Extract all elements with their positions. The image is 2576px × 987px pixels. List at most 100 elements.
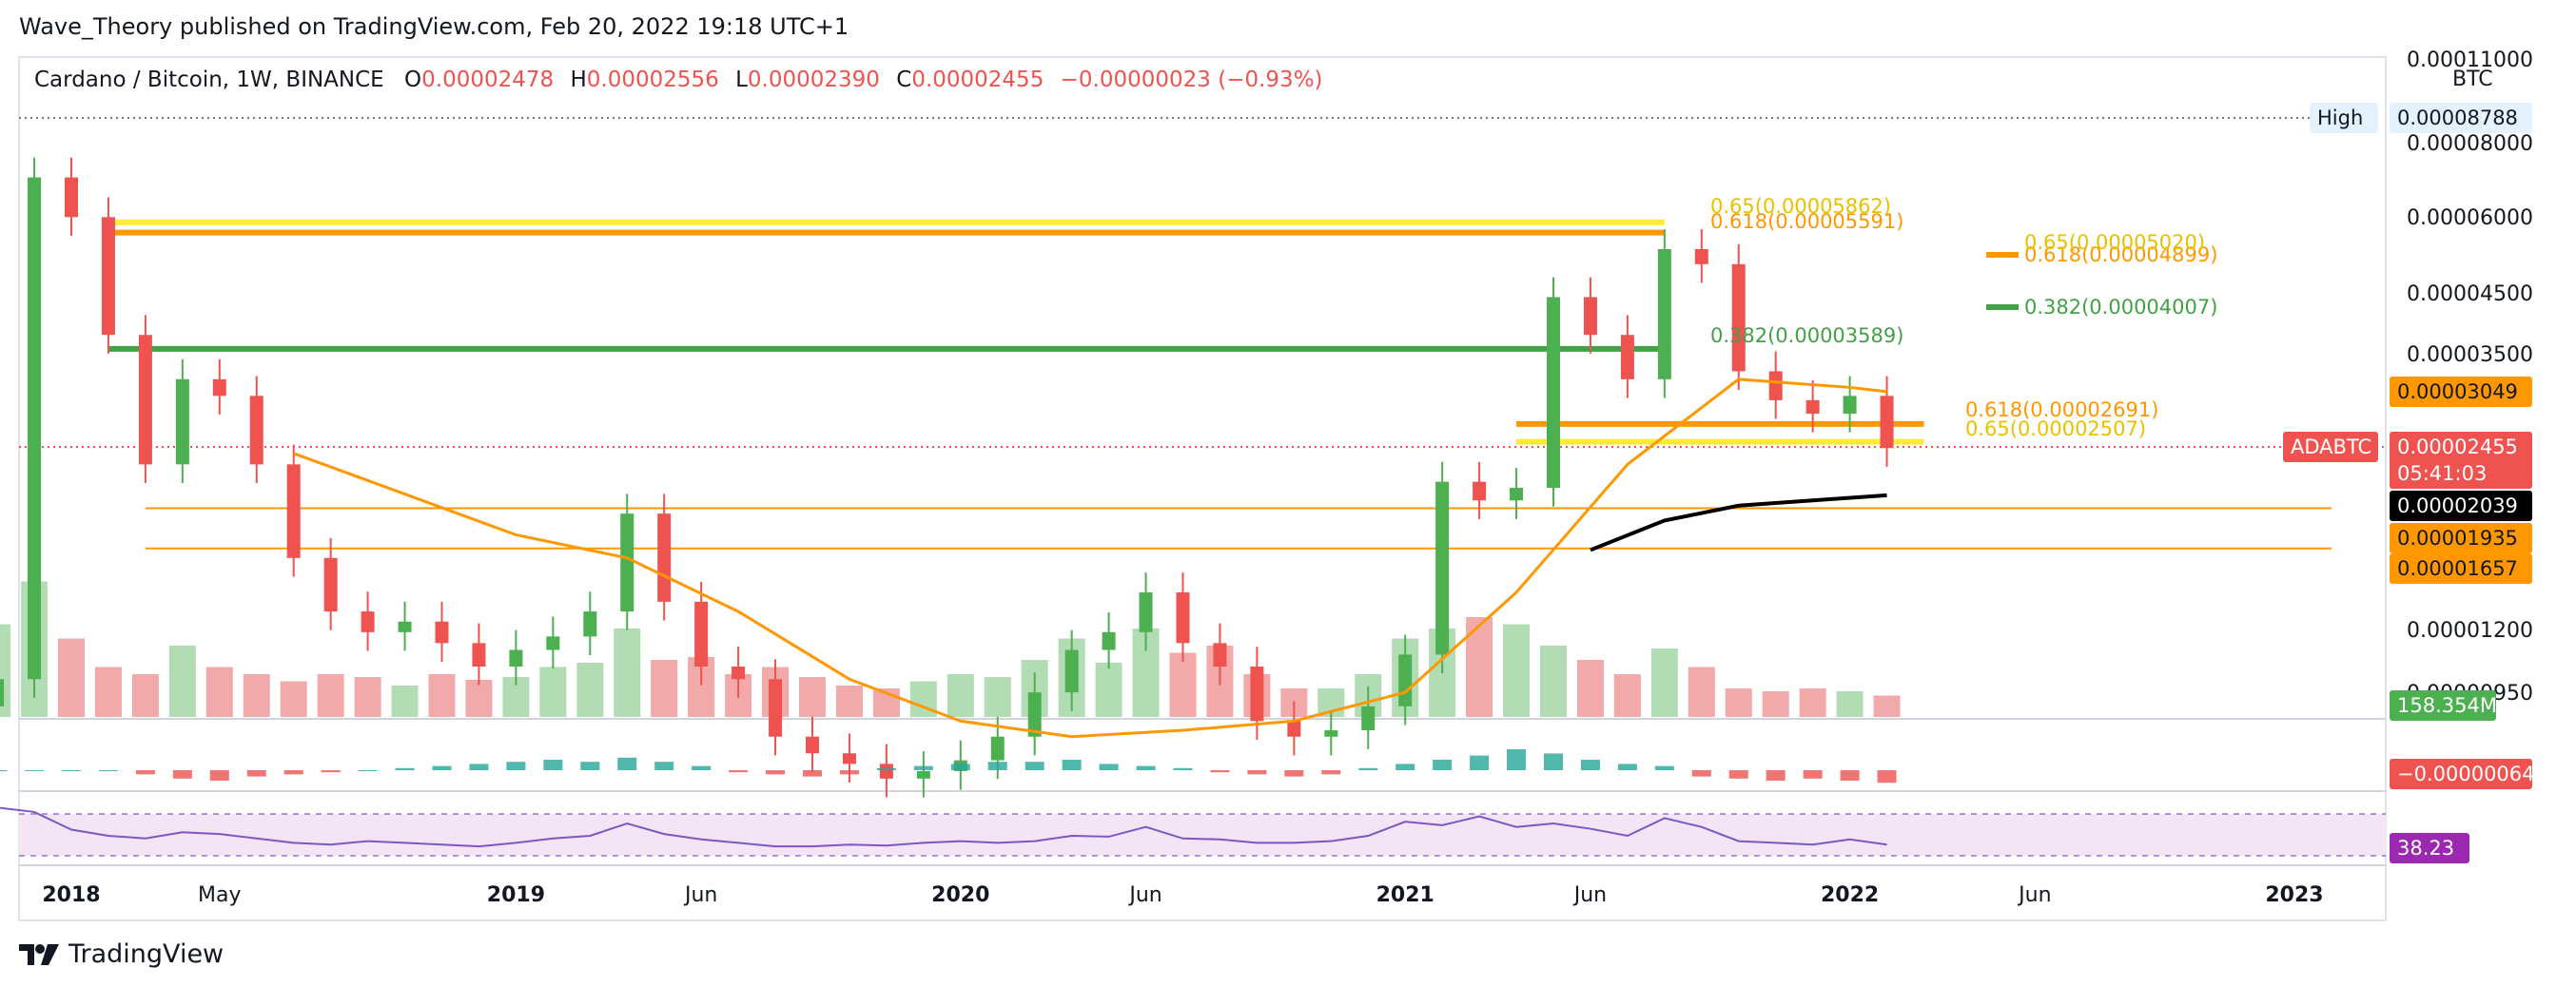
price-tag-label-box xyxy=(2310,103,2378,133)
price-tag[interactable] xyxy=(2390,523,2532,553)
candle-body[interactable] xyxy=(323,557,338,612)
price-tag[interactable] xyxy=(2390,759,2532,789)
candle-body[interactable] xyxy=(1287,721,1301,737)
candle-body[interactable] xyxy=(916,770,930,779)
candle-body[interactable] xyxy=(657,513,672,602)
macd-histogram-bar xyxy=(876,767,896,770)
y-tick-label: 0.00008000 xyxy=(2407,132,2533,156)
price-tag[interactable] xyxy=(2390,833,2469,863)
price-tag[interactable] xyxy=(2390,690,2496,721)
candle-body[interactable] xyxy=(0,679,5,706)
macd-histogram-bar xyxy=(1247,770,1267,775)
high-label: H xyxy=(570,68,587,92)
x-tick-label: Jun xyxy=(2017,883,2051,907)
price-tag[interactable] xyxy=(2390,377,2532,407)
price-tag[interactable] xyxy=(2390,432,2532,489)
volume-bar xyxy=(946,674,974,717)
candle-body[interactable] xyxy=(28,177,42,680)
ma-200-line xyxy=(1590,493,1887,552)
candle-body[interactable] xyxy=(546,636,560,650)
candle-body[interactable] xyxy=(732,667,746,680)
x-tick-label: 2023 xyxy=(2265,883,2323,907)
candle-body[interactable] xyxy=(286,464,301,558)
volume-bar xyxy=(539,667,567,717)
candle-body[interactable] xyxy=(842,753,856,764)
candle-body[interactable] xyxy=(769,679,783,737)
symbol-title[interactable]: Cardano / Bitcoin, 1W, BINANCE xyxy=(34,68,384,92)
open-label: O xyxy=(404,68,422,92)
candle-body[interactable] xyxy=(990,736,1005,761)
candle-body[interactable] xyxy=(1843,396,1857,415)
candle-body[interactable] xyxy=(806,736,819,754)
candle-body[interactable] xyxy=(1250,667,1264,722)
price-tag[interactable] xyxy=(2390,103,2532,133)
x-tick-label: May xyxy=(198,883,241,907)
candle-body[interactable] xyxy=(1547,297,1560,489)
candle-body[interactable] xyxy=(249,396,263,465)
candle-body[interactable] xyxy=(1657,249,1671,379)
price-tag-value: 0.00003049 xyxy=(2397,380,2518,403)
candle-body[interactable] xyxy=(620,513,634,612)
candle-body[interactable] xyxy=(398,621,412,632)
low-label: L xyxy=(735,68,748,92)
macd-histogram-bar xyxy=(1617,764,1637,770)
volume-bar xyxy=(1725,688,1752,717)
candle-body[interactable] xyxy=(1731,263,1746,372)
macd-histogram-bar xyxy=(395,767,415,770)
candle-body[interactable] xyxy=(65,177,78,218)
volume-bar xyxy=(243,674,270,717)
candle-body[interactable] xyxy=(1176,591,1190,644)
macd-histogram-bar xyxy=(1062,760,1082,770)
volume-bar xyxy=(1762,691,1789,717)
currency-label: BTC xyxy=(2452,68,2493,91)
volume-bar xyxy=(465,680,493,717)
candle-body[interactable] xyxy=(101,217,115,336)
candle-body[interactable] xyxy=(583,611,597,637)
volume-bar xyxy=(1540,646,1567,717)
candle-body[interactable] xyxy=(1768,371,1783,400)
candle-body[interactable] xyxy=(1139,591,1153,632)
candle-body[interactable] xyxy=(879,764,893,779)
macd-histogram-bar xyxy=(1654,765,1674,770)
candle-body[interactable] xyxy=(694,601,709,668)
macd-histogram-bar xyxy=(506,762,526,770)
candle-body[interactable] xyxy=(509,649,523,668)
candle-body[interactable] xyxy=(1473,481,1487,501)
candle-body[interactable] xyxy=(472,643,486,668)
volume-bar xyxy=(58,638,85,717)
candle-body[interactable] xyxy=(1361,706,1376,731)
x-tick-label: 2021 xyxy=(1376,883,1434,907)
candle-body[interactable] xyxy=(175,378,189,465)
candle-body[interactable] xyxy=(1398,654,1413,706)
macd-histogram-bar xyxy=(1470,755,1490,770)
candle-body[interactable] xyxy=(1694,249,1708,264)
price-tag-label: High xyxy=(2317,106,2363,129)
candle-body[interactable] xyxy=(361,611,375,632)
macd-histogram-bar xyxy=(1766,770,1786,781)
candle-body[interactable] xyxy=(138,335,152,465)
price-tag[interactable] xyxy=(2390,491,2532,521)
candle-body[interactable] xyxy=(1880,396,1894,449)
candle-body[interactable] xyxy=(1027,692,1042,737)
candle-body[interactable] xyxy=(1064,649,1079,693)
candle-body[interactable] xyxy=(1583,297,1597,336)
candle-body[interactable] xyxy=(1620,335,1634,379)
candle-body[interactable] xyxy=(435,621,449,644)
macd-histogram-bar xyxy=(246,770,266,777)
fib-label: 0.382(0.00004007) xyxy=(2024,296,2217,319)
candle-body[interactable] xyxy=(212,378,226,397)
candle-body[interactable] xyxy=(1102,631,1116,650)
tradingview-brand[interactable]: TradingView xyxy=(19,939,224,969)
candle-body[interactable] xyxy=(1805,399,1820,415)
candle-body[interactable] xyxy=(1213,643,1227,668)
x-tick-label: Jun xyxy=(683,883,717,907)
tradingview-logo-icon xyxy=(19,943,59,965)
price-tag[interactable] xyxy=(2390,553,2532,584)
candle-body[interactable] xyxy=(1324,730,1338,737)
candle-body[interactable] xyxy=(1435,481,1450,655)
volume-bar xyxy=(1169,652,1197,717)
macd-histogram-bar xyxy=(358,770,378,771)
candle-body[interactable] xyxy=(1510,488,1524,501)
volume-bar xyxy=(1576,660,1604,717)
